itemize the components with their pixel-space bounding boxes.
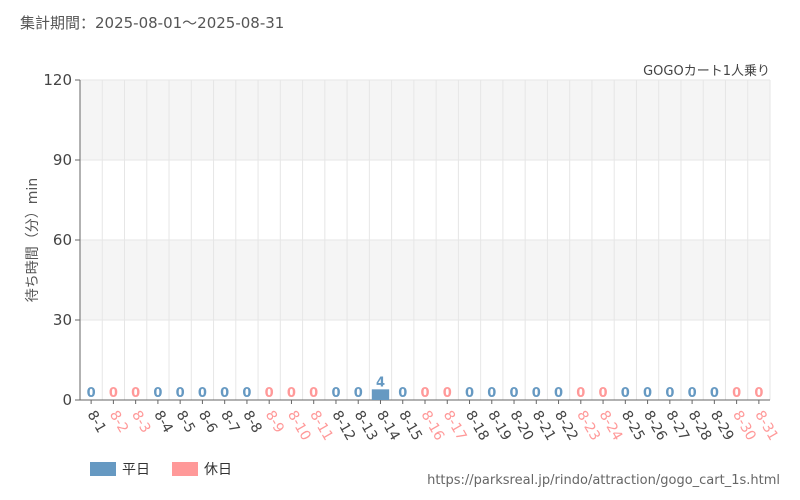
data-label: 0	[532, 386, 541, 401]
x-tick-label: 8-8	[239, 408, 264, 436]
bar	[371, 389, 390, 400]
x-tick-label: 8-4	[150, 408, 175, 436]
legend-item-weekday[interactable]: 平日	[90, 459, 150, 479]
data-label: 0	[398, 386, 407, 401]
data-label: 0	[220, 386, 229, 401]
data-label: 0	[688, 386, 697, 401]
x-tick-label: 8-5	[173, 408, 198, 436]
data-label: 0	[510, 386, 519, 401]
data-label: 0	[265, 386, 274, 401]
data-label: 0	[487, 386, 496, 401]
data-label: 0	[354, 386, 363, 401]
legend-swatch-weekday	[90, 462, 116, 476]
period-label: 集計期間：2025-08-01～2025-08-31	[20, 14, 285, 32]
legend-label-holiday: 休日	[204, 462, 232, 478]
data-label: 4	[376, 375, 385, 390]
x-tick-label: 8-9	[262, 408, 287, 436]
legend-item-holiday[interactable]: 休日	[172, 459, 232, 479]
source-url: https://parksreal.jp/rindo/attraction/go…	[427, 473, 780, 488]
y-tick-label: 0	[62, 391, 72, 409]
data-label: 0	[242, 386, 251, 401]
x-tick-label: 8-3	[128, 408, 153, 436]
data-label: 0	[554, 386, 563, 401]
data-label: 0	[87, 386, 96, 401]
data-label: 0	[732, 386, 741, 401]
y-tick-label: 90	[53, 151, 72, 169]
data-label: 0	[131, 386, 140, 401]
legend: 平日 休日	[90, 459, 254, 479]
data-label: 0	[599, 386, 608, 401]
data-label: 0	[443, 386, 452, 401]
data-label: 0	[665, 386, 674, 401]
x-tick-label: 8-7	[217, 408, 242, 436]
data-label: 0	[420, 386, 429, 401]
data-label: 0	[287, 386, 296, 401]
data-label: 0	[643, 386, 652, 401]
y-tick-label: 120	[43, 71, 72, 89]
x-tick-label: 8-6	[195, 408, 220, 436]
data-label: 0	[309, 386, 318, 401]
data-label: 0	[331, 386, 340, 401]
data-label: 0	[710, 386, 719, 401]
legend-swatch-holiday	[172, 462, 198, 476]
data-label: 0	[198, 386, 207, 401]
data-label: 0	[465, 386, 474, 401]
legend-label-weekday: 平日	[122, 462, 150, 478]
y-tick-label: 60	[53, 231, 72, 249]
grid-band	[80, 240, 770, 320]
grid-band	[80, 80, 770, 160]
data-label: 0	[176, 386, 185, 401]
x-tick-label: 8-2	[106, 408, 131, 436]
x-tick-label: 8-1	[84, 408, 109, 436]
series-title: GOGOカート1人乗り	[643, 64, 770, 79]
data-label: 0	[153, 386, 162, 401]
data-label: 0	[621, 386, 630, 401]
data-label: 0	[109, 386, 118, 401]
x-tick-label: 8-31	[751, 408, 781, 444]
data-label: 0	[576, 386, 585, 401]
y-tick-label: 30	[53, 311, 72, 329]
data-label: 0	[754, 386, 763, 401]
